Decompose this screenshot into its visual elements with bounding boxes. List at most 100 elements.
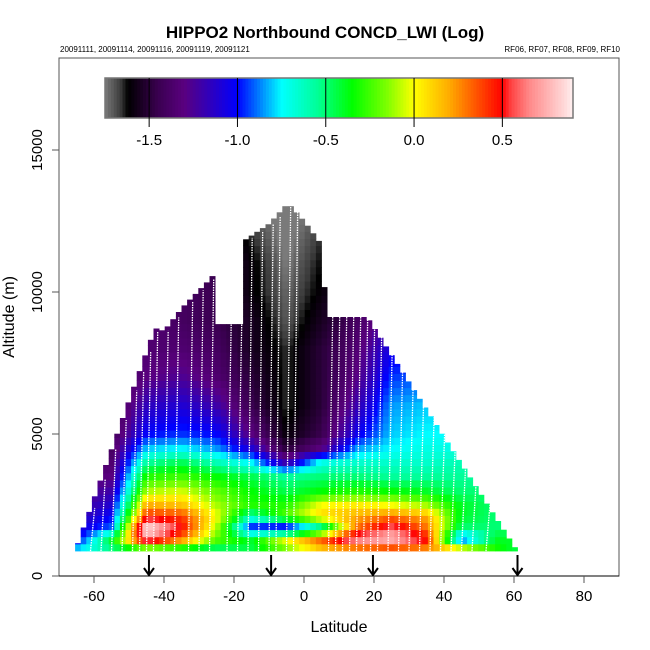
field-cell	[299, 401, 306, 410]
field-cell	[427, 522, 434, 531]
field-cell	[192, 494, 199, 502]
field-cell	[131, 430, 138, 438]
field-cell	[293, 458, 300, 467]
field-cell	[377, 522, 384, 531]
field-cell	[287, 444, 294, 452]
field-cell	[153, 430, 160, 438]
field-cell	[254, 295, 261, 303]
field-cell	[259, 359, 266, 367]
field-cell	[203, 480, 210, 488]
flight-track	[376, 333, 383, 552]
field-cell	[192, 423, 199, 431]
field-cell	[97, 487, 104, 495]
field-cell	[226, 338, 233, 346]
field-cell	[271, 394, 278, 403]
field-cell	[282, 224, 289, 232]
field-cell	[455, 522, 462, 531]
field-cell	[243, 487, 250, 495]
field-cell	[198, 437, 205, 445]
colorbar-segment	[227, 78, 232, 118]
field-cell	[265, 501, 272, 509]
field-cell	[215, 352, 222, 360]
field-cell	[209, 465, 216, 474]
field-cell	[394, 380, 401, 389]
colorbar-segment	[119, 78, 124, 118]
field-cell	[287, 416, 294, 424]
field-cell	[187, 536, 194, 545]
field-cell	[360, 423, 367, 431]
flight-track	[460, 464, 467, 552]
field-cell	[467, 522, 474, 531]
field-cell	[175, 401, 182, 410]
field-cell	[259, 228, 266, 232]
field-cell	[455, 529, 462, 538]
field-cell	[131, 394, 138, 403]
field-cell	[114, 444, 121, 452]
field-cell	[243, 437, 250, 445]
field-cell	[125, 501, 132, 509]
field-cell	[282, 323, 289, 332]
field-cell	[360, 515, 367, 523]
field-cell	[366, 409, 373, 417]
colorbar-segment	[105, 78, 109, 118]
field-cell	[103, 501, 110, 509]
field-cell	[187, 529, 194, 538]
field-cell	[175, 480, 182, 488]
field-cell	[164, 472, 171, 481]
field-cell	[226, 330, 233, 339]
field-cell	[304, 366, 311, 374]
field-cell	[315, 330, 322, 339]
field-cell	[355, 338, 362, 346]
field-cell	[181, 401, 188, 410]
field-cell	[282, 373, 289, 381]
field-cell	[310, 288, 317, 296]
field-cell	[271, 543, 278, 552]
field-cell	[304, 508, 311, 516]
field-cell	[265, 231, 272, 239]
field-cell	[388, 416, 395, 424]
field-cell	[187, 345, 194, 353]
field-cell	[147, 380, 154, 389]
field-cell	[422, 480, 429, 488]
field-cell	[304, 401, 311, 410]
field-cell	[371, 401, 378, 410]
field-cell	[271, 487, 278, 495]
field-cell	[416, 472, 423, 481]
field-cell	[147, 437, 154, 445]
field-cell	[327, 330, 334, 339]
colorbar-segment	[453, 78, 457, 118]
field-cell	[271, 224, 278, 232]
field-cell	[86, 543, 93, 552]
field-cell	[282, 295, 289, 303]
field-cell	[444, 458, 451, 467]
field-cell	[472, 529, 479, 538]
field-cell	[299, 487, 306, 495]
field-cell	[293, 423, 300, 431]
field-cell	[338, 338, 345, 346]
field-cell	[304, 522, 311, 531]
colorbar-segment	[406, 78, 410, 118]
field-cell	[203, 416, 210, 424]
field-cell	[388, 472, 395, 481]
field-cell	[265, 515, 272, 523]
field-cell	[159, 394, 166, 403]
field-cell	[254, 231, 261, 239]
field-cell	[159, 330, 166, 339]
field-cell	[254, 536, 261, 545]
field-cell	[103, 508, 110, 516]
field-cell	[231, 373, 238, 381]
field-cell	[198, 430, 205, 438]
field-cell	[187, 515, 194, 523]
field-cell	[433, 425, 440, 431]
field-cell	[299, 302, 306, 310]
field-cell	[489, 536, 496, 545]
field-cell	[293, 437, 300, 445]
field-cell	[422, 543, 429, 552]
colorbar-segment	[511, 78, 515, 118]
field-cell	[411, 409, 418, 417]
field-cell	[254, 238, 261, 247]
field-cell	[142, 508, 149, 516]
colorbar-segment	[163, 78, 167, 118]
field-cell	[243, 338, 250, 346]
down-arrow-icon	[511, 555, 524, 577]
